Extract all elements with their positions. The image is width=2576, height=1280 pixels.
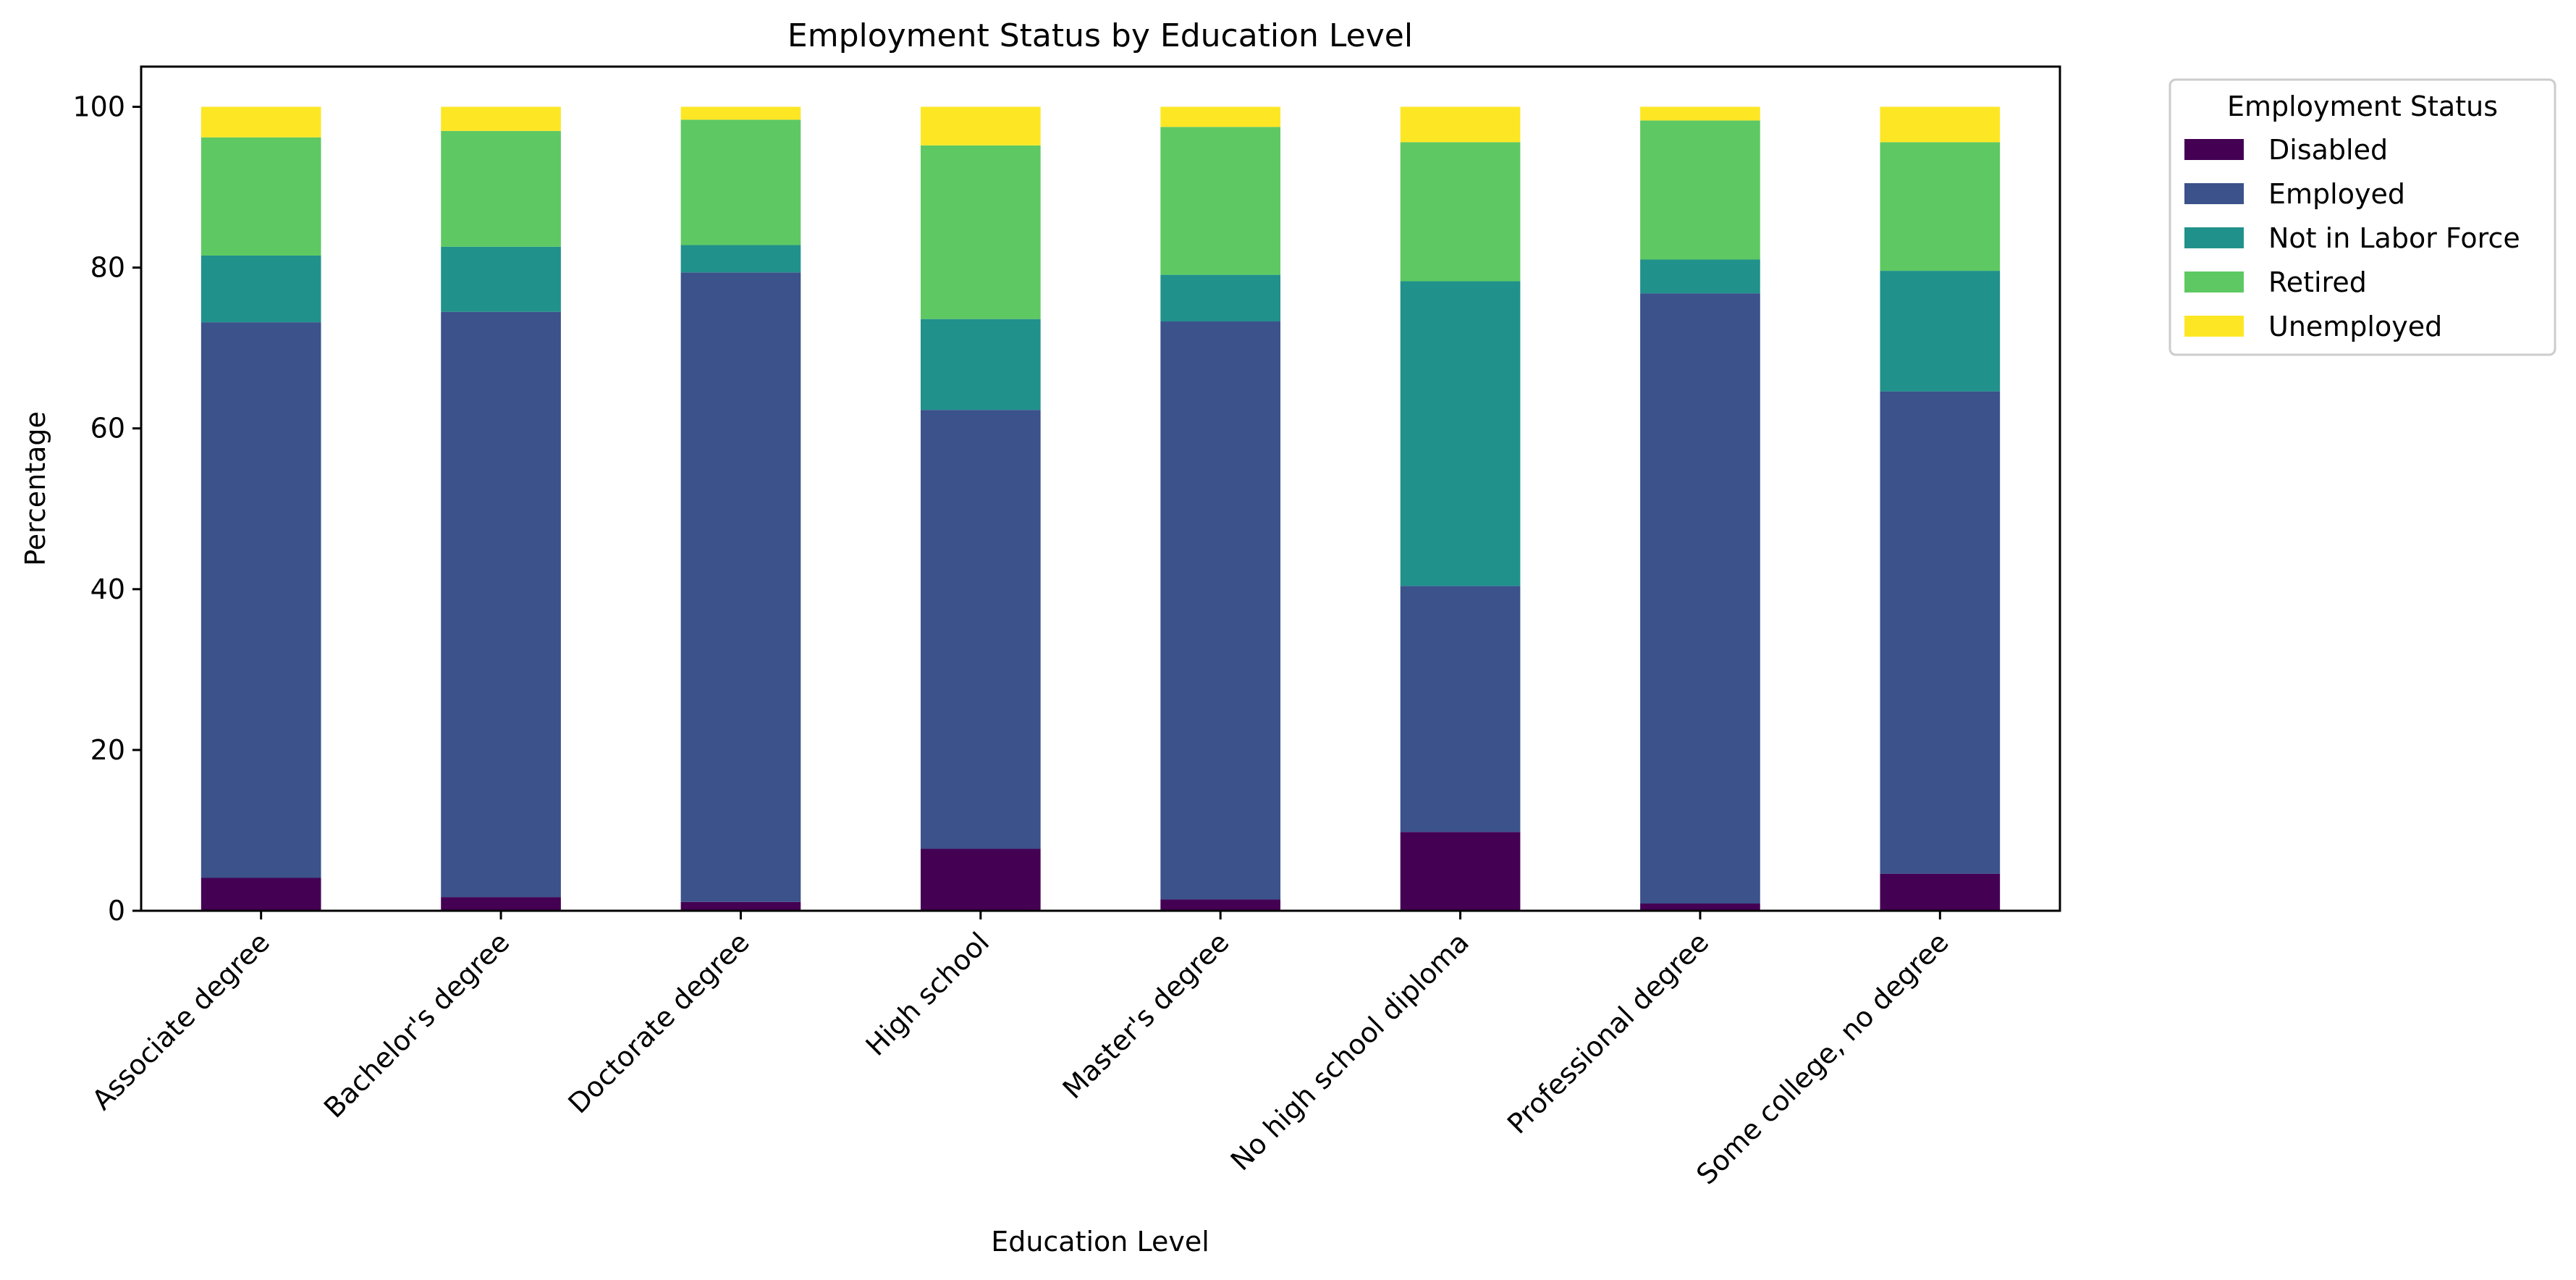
bar-segment: [680, 106, 801, 120]
bar-segment: [441, 106, 561, 131]
bar-segment: [680, 901, 801, 911]
bar-segment: [1640, 259, 1760, 294]
x-tick-label: Master's degree: [1057, 926, 1236, 1105]
bar-segment: [680, 272, 801, 902]
x-tick-label: Associate degree: [86, 926, 276, 1116]
legend-swatch: [2184, 139, 2244, 160]
bar-segment: [200, 255, 321, 323]
bar-segment: [1400, 281, 1521, 586]
y-axis-label: Percentage: [20, 411, 51, 566]
bar-segment: [1160, 899, 1281, 911]
bar-segment: [1640, 106, 1760, 121]
legend-label: Disabled: [2268, 134, 2388, 166]
x-tick-label: Doctorate degree: [562, 926, 756, 1119]
legend-label: Unemployed: [2268, 311, 2442, 342]
x-tick-label: Bachelor's degree: [318, 926, 515, 1124]
bar-segment: [200, 137, 321, 256]
x-axis-label: Education Level: [991, 1226, 1209, 1258]
bar-segment: [200, 322, 321, 878]
bars-layer: [200, 106, 2001, 911]
bar-segment: [1880, 142, 2001, 271]
y-tick-label: 20: [90, 734, 125, 766]
legend-label: Employed: [2268, 178, 2405, 210]
bar-segment: [920, 849, 1041, 911]
legend: Employment Status Disabled Employed Not in…: [2169, 78, 2556, 356]
bar-segment: [1640, 904, 1760, 911]
y-tick-label: 100: [72, 91, 125, 123]
bar-segment: [1640, 293, 1760, 904]
bar-segment: [1400, 586, 1521, 833]
bar-segment: [920, 145, 1041, 319]
legend-swatch: [2184, 271, 2244, 292]
legend-title: Employment Status: [2227, 90, 2498, 122]
bar-segment: [1400, 832, 1521, 911]
x-axis: Associate degree Bachelor's degree Doctora…: [86, 911, 1955, 1191]
bar-segment: [1160, 127, 1281, 275]
y-tick-label: 60: [90, 413, 125, 445]
chart-title: Employment Status by Education Level: [787, 17, 1413, 54]
bar-segment: [1400, 106, 1521, 143]
legend-swatch: [2184, 316, 2244, 337]
x-tick-label: No high school diploma: [1225, 926, 1475, 1176]
bar-segment: [1880, 391, 2001, 874]
y-tick-label: 80: [90, 252, 125, 284]
bar-segment: [1640, 120, 1760, 260]
legend-label: Not in Labor Force: [2268, 222, 2520, 254]
bar-segment: [920, 410, 1041, 849]
legend-swatch: [2184, 227, 2244, 248]
bar-segment: [200, 877, 321, 911]
bar-segment: [441, 311, 561, 898]
bar-segment: [1400, 142, 1521, 282]
bar-segment: [1160, 321, 1281, 900]
bar-segment: [1880, 106, 2001, 143]
bar-segment: [441, 897, 561, 911]
bar-segment: [920, 319, 1041, 410]
legend-label: Retired: [2268, 266, 2367, 298]
y-axis: 0 20 40 60 80 100: [72, 91, 141, 927]
legend-frame: [2169, 78, 2556, 356]
legend-swatch: [2184, 183, 2244, 204]
bar-segment: [1880, 271, 2001, 392]
x-tick-label: High school: [860, 926, 996, 1062]
x-tick-label: Some college, no degree: [1690, 926, 1954, 1190]
bar-segment: [680, 245, 801, 273]
legend-items: Disabled Employed Not in Labor Force Retire…: [2184, 134, 2520, 342]
bar-segment: [1160, 106, 1281, 127]
y-tick-label: 40: [90, 573, 125, 605]
y-tick-label: 0: [108, 895, 125, 927]
bar-segment: [441, 130, 561, 247]
plot-frame: [140, 65, 2061, 912]
bar-segment: [1160, 274, 1281, 322]
bar-segment: [680, 119, 801, 245]
bar-segment: [1880, 873, 2001, 911]
bar-segment: [920, 106, 1041, 146]
bar-segment: [441, 246, 561, 312]
x-tick-label: Professional degree: [1501, 926, 1715, 1140]
bar-segment: [200, 106, 321, 138]
